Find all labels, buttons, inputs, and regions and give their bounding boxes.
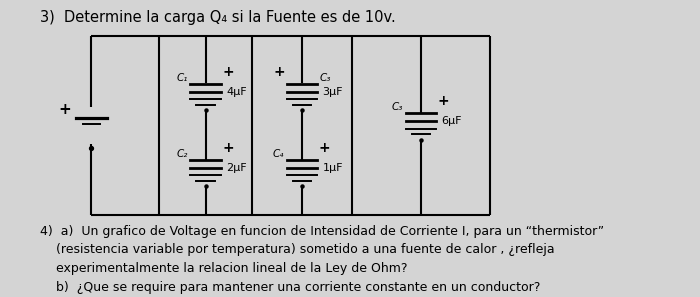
Text: 3)  Determine la carga Q₄ si la Fuente es de 10v.: 3) Determine la carga Q₄ si la Fuente es…: [40, 10, 395, 25]
Text: experimentalmente la relacion lineal de la Ley de Ohm?: experimentalmente la relacion lineal de …: [40, 262, 407, 275]
Text: 2μF: 2μF: [226, 163, 247, 173]
Text: 3μF: 3μF: [323, 87, 343, 97]
Text: (resistencia variable por temperatura) sometido a una fuente de calor , ¿refleja: (resistencia variable por temperatura) s…: [40, 243, 554, 256]
Text: C₃: C₃: [320, 73, 331, 83]
Text: +: +: [318, 141, 330, 155]
Text: 4)  a)  Un grafico de Voltage en funcion de Intensidad de Corriente I, para un “: 4) a) Un grafico de Voltage en funcion d…: [40, 225, 604, 238]
Text: +: +: [274, 64, 286, 79]
Text: +: +: [223, 141, 234, 155]
Text: +: +: [58, 102, 71, 117]
Text: 1μF: 1μF: [323, 163, 343, 173]
Text: 6μF: 6μF: [442, 116, 462, 127]
Text: C₁: C₁: [176, 73, 188, 83]
Text: +: +: [438, 94, 449, 108]
Text: C₃: C₃: [391, 102, 403, 112]
Text: +: +: [223, 64, 234, 79]
Text: C₄: C₄: [272, 149, 284, 159]
Text: b)  ¿Que se require para mantener una corriente constante en un conductor?: b) ¿Que se require para mantener una cor…: [40, 281, 540, 294]
Text: C₂: C₂: [176, 149, 188, 159]
Text: 4μF: 4μF: [226, 87, 247, 97]
